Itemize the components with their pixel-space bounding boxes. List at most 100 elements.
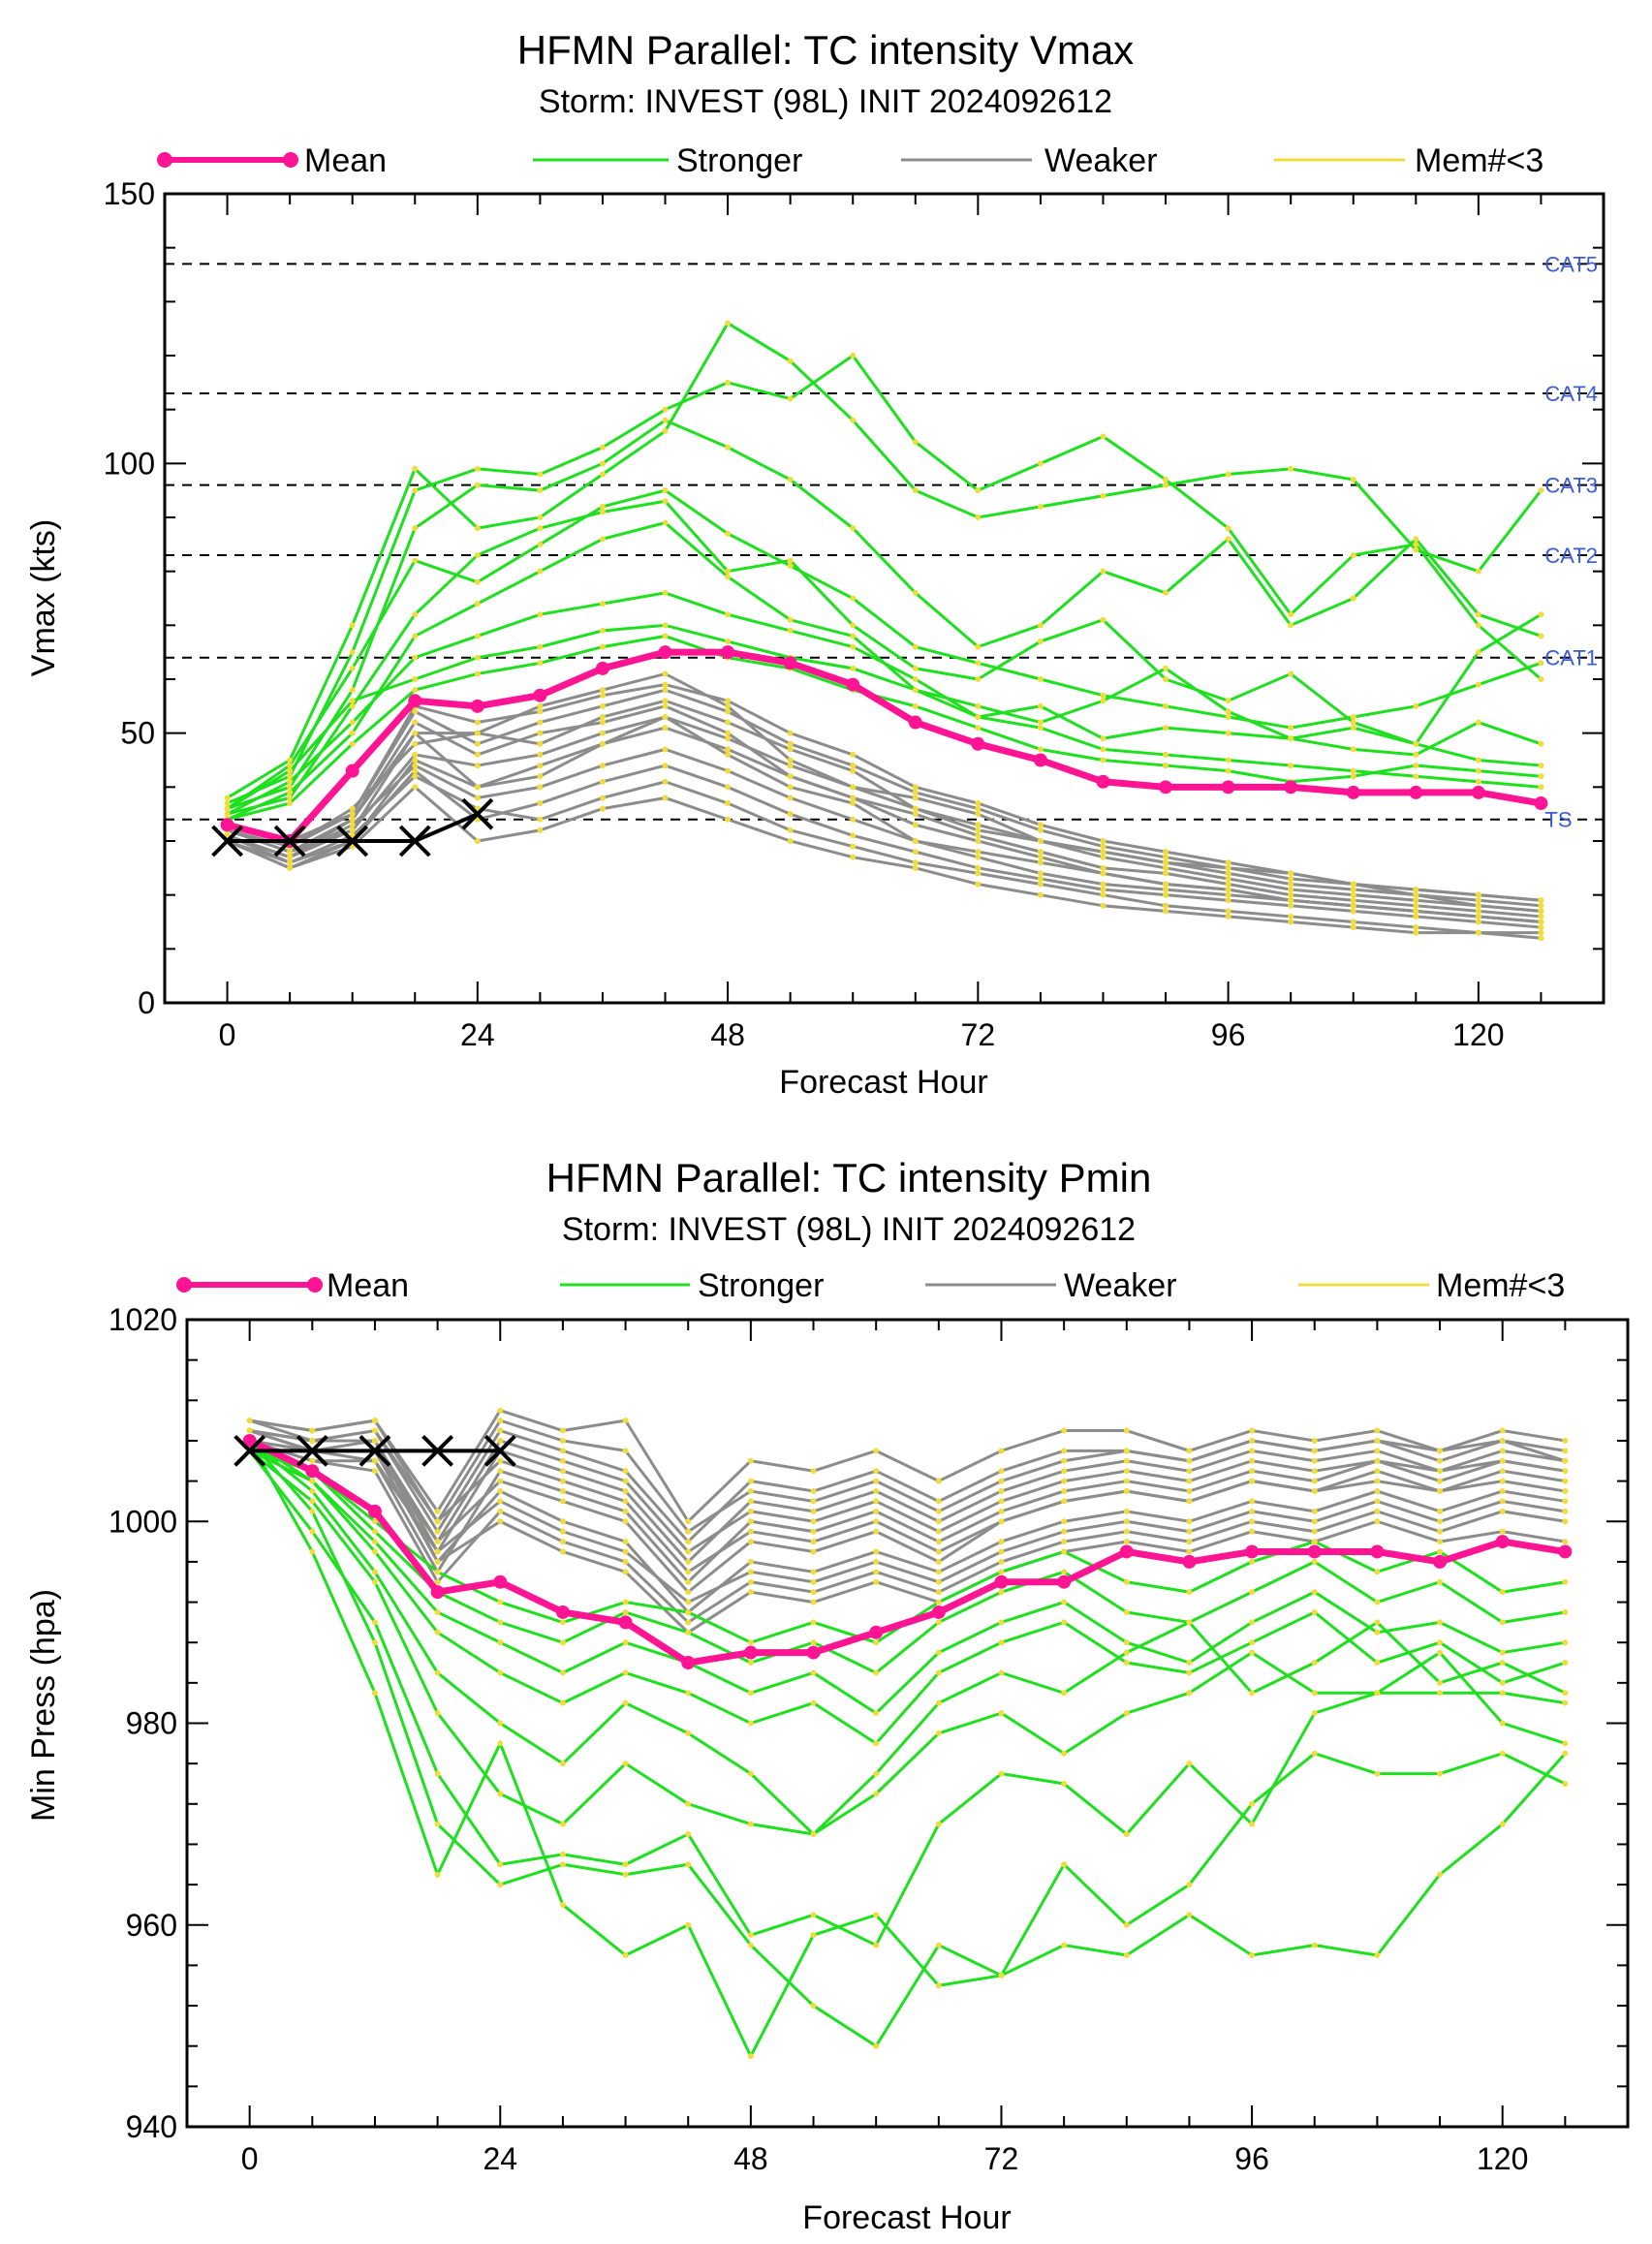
vmax-member-point (1037, 875, 1044, 882)
vmax-member-point (912, 439, 919, 446)
pmin-member-point (998, 1669, 1005, 1676)
pmin-member-point (1123, 1488, 1130, 1495)
pmin-member-point (685, 1629, 692, 1636)
pmin-member-point (371, 1528, 378, 1535)
vmax-member-point (1538, 633, 1544, 639)
pmin-member-point (371, 1518, 378, 1525)
vmax-member-point (1100, 864, 1107, 871)
vmax-member-point (1413, 924, 1419, 931)
pmin-member-point (1123, 1921, 1130, 1928)
pmin-weaker-member-line (249, 1429, 1566, 1605)
pmin-member-point (559, 1518, 566, 1525)
vmax-member-point (1163, 763, 1169, 769)
vmax-member-point (975, 864, 982, 871)
pmin-member-point (1499, 1427, 1506, 1434)
vmax-member-point (1163, 859, 1169, 866)
pmin-member-point (1249, 1800, 1256, 1807)
vmax-member-point (1350, 773, 1356, 780)
vmax-x-tick-label: 96 (1211, 1017, 1246, 1052)
pmin-member-point (1061, 1478, 1068, 1484)
vmax-member-point (599, 719, 606, 726)
pmin-member-point (497, 1882, 504, 1888)
vmax-member-point (224, 795, 231, 801)
vmax-member-point (1413, 546, 1419, 553)
pmin-member-point (309, 1498, 316, 1505)
pmin-member-point (935, 1569, 942, 1575)
vmax-title: HFMN Parallel: TC intensity Vmax (517, 27, 1134, 73)
pmin-weaker-member-line (249, 1439, 1566, 1595)
pmin-member-point (371, 1539, 378, 1545)
pmin-member-point (1437, 1528, 1444, 1535)
pmin-member-point (1123, 1608, 1130, 1615)
pmin-member-point (559, 1699, 566, 1706)
pmin-member-point (935, 1619, 942, 1626)
vmax-legend-mean-dot-left (157, 152, 172, 168)
vmax-member-point (1037, 702, 1044, 709)
pmin-member-point (1311, 1660, 1318, 1667)
vmax-stronger-member-line (226, 353, 1543, 805)
vmax-category-label: CAT3 (1544, 474, 1598, 498)
pmin-member-point (622, 1951, 629, 1958)
pmin-member-point (622, 1518, 629, 1525)
pmin-member-point (1186, 1478, 1193, 1484)
pmin-member-point (1123, 1539, 1130, 1545)
pmin-member-point (1311, 1558, 1318, 1565)
pmin-member-point (935, 1518, 942, 1525)
pmin-member-point (1249, 1468, 1256, 1475)
vmax-mean-point (1096, 774, 1110, 789)
vmax-member-point (1225, 875, 1231, 882)
pmin-member-point (1249, 1589, 1256, 1596)
vmax-member-point (787, 746, 794, 753)
vmax-member-point (474, 719, 481, 726)
pmin-member-point (873, 1710, 880, 1717)
vmax-member-point (662, 687, 669, 694)
vmax-member-point (662, 622, 669, 629)
pmin-y-tick-label: 1000 (109, 1504, 177, 1539)
vmax-member-point (1475, 568, 1481, 575)
vmax-member-point (1350, 897, 1356, 904)
vmax-member-point (1288, 611, 1294, 618)
pmin-member-point (873, 1478, 880, 1484)
vmax-member-point (412, 730, 419, 736)
vmax-member-point (1163, 854, 1169, 860)
vmax-member-point (1538, 935, 1544, 942)
pmin-member-point (747, 1518, 754, 1525)
vmax-member-point (1037, 719, 1044, 726)
pmin-mean-point (1495, 1535, 1510, 1549)
vmax-mean-point (345, 764, 359, 778)
pmin-member-point (685, 1589, 692, 1596)
pmin-member-point (622, 1488, 629, 1495)
pmin-member-point (1437, 1578, 1444, 1585)
pmin-member-point (309, 1508, 316, 1514)
pmin-member-point (309, 1427, 316, 1434)
vmax-y-tick-label: 100 (104, 446, 155, 481)
vmax-member-point (850, 843, 857, 850)
vmax-member-point (1225, 913, 1231, 919)
pmin-mean-point (743, 1645, 758, 1660)
pmin-member-point (622, 1639, 629, 1646)
pmin-member-point (810, 1498, 817, 1505)
vmax-member-point (412, 719, 419, 726)
pmin-member-point (1437, 1468, 1444, 1475)
vmax-member-point (912, 795, 919, 801)
vmax-member-point (975, 881, 982, 888)
vmax-member-point (1350, 746, 1356, 753)
vmax-member-point (1100, 838, 1107, 844)
pmin-title: HFMN Parallel: TC intensity Pmin (546, 1155, 1152, 1200)
pmin-member-point (998, 1498, 1005, 1505)
pmin-member-point (998, 1619, 1005, 1626)
vmax-member-point (1225, 870, 1231, 877)
pmin-member-point (622, 1599, 629, 1605)
pmin-member-point (497, 1639, 504, 1646)
vmax-member-point (1475, 902, 1481, 909)
pmin-weaker-member-line (249, 1408, 1566, 1524)
vmax-member-point (599, 509, 606, 515)
pmin-member-point (1437, 1478, 1444, 1484)
pmin-mean-point (1307, 1544, 1322, 1559)
vmax-mean-point (1409, 785, 1423, 799)
vmax-weaker-member-line (227, 715, 1542, 908)
pmin-member-point (873, 1488, 880, 1495)
pmin-mean-point (555, 1605, 570, 1619)
vmax-member-point (1100, 735, 1107, 742)
pmin-member-point (1186, 1518, 1193, 1525)
